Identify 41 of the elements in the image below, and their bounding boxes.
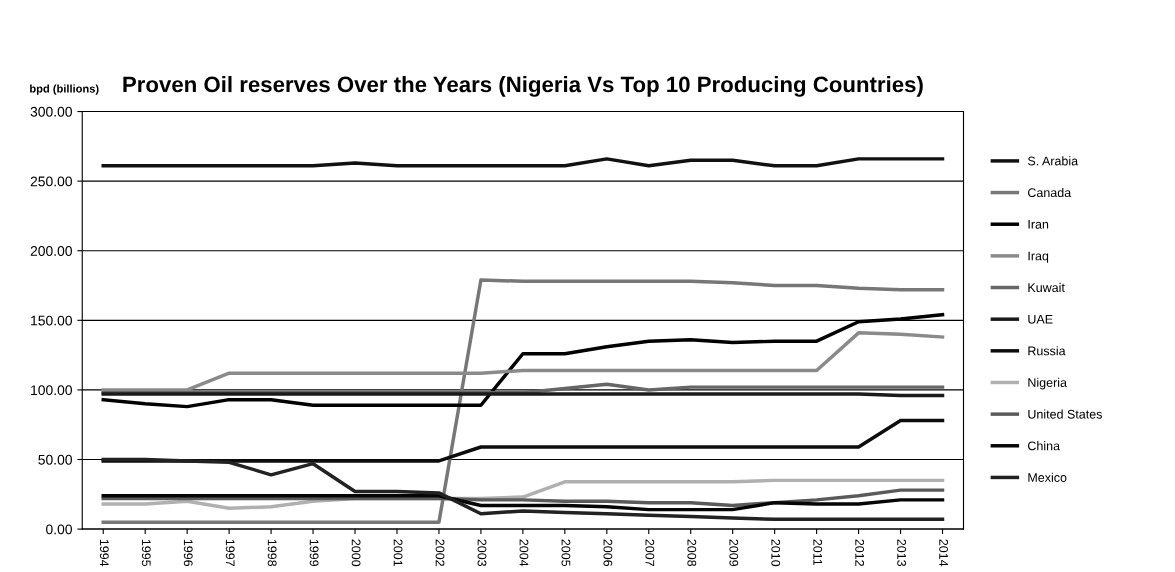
y-tick-label: 300.00 [30, 106, 72, 117]
x-tick-label: 1996 [183, 539, 193, 567]
x-tick-label: 2003 [477, 539, 487, 567]
legend-label: Russia [1028, 346, 1066, 356]
legend-label: United States [1028, 409, 1102, 419]
legend-label: Iraq [1028, 251, 1049, 263]
legend-label: China [1028, 441, 1061, 451]
x-tick-label: 2007 [645, 539, 655, 566]
x-tick-label: 2006 [603, 539, 613, 567]
x-tick-label: 2009 [729, 539, 739, 567]
x-tick-label: 2000 [351, 539, 361, 567]
x-tick-label: 2010 [771, 539, 781, 567]
y-tick-label: 100.00 [31, 385, 72, 396]
legend-label: Iran [1028, 220, 1049, 229]
y-tick-label: 150.00 [31, 315, 72, 326]
x-tick-label: 2013 [897, 539, 907, 567]
x-tick-label: 2008 [687, 539, 697, 567]
y-tick-label: 0.00 [46, 524, 72, 535]
x-tick-label: 1998 [267, 539, 277, 567]
x-tick-label: 2004 [519, 539, 529, 567]
y-tick-label: 250.00 [30, 176, 72, 187]
chart-title: Proven Oil reserves Over the Years (Nigeria Vs Top 10 Producing Countries) [123, 75, 923, 97]
y-tick-label: 200.00 [30, 246, 72, 256]
x-tick-label: 2001 [393, 539, 403, 567]
legend-label: UAE [1028, 314, 1053, 324]
legend-label: Mexico [1028, 472, 1067, 482]
x-tick-label: 2014 [939, 539, 949, 567]
x-tick-label: 2005 [561, 539, 571, 567]
legend-label: Nigeria [1028, 377, 1067, 390]
legend-label: Kuwait [1028, 282, 1065, 293]
x-tick-label: 1999 [309, 539, 319, 567]
x-tick-label: 2012 [855, 539, 865, 566]
y-tick-label: 50.00 [38, 454, 72, 465]
y-axis-title: bpd (billions) [30, 84, 99, 95]
x-tick-label: 2002 [435, 539, 445, 566]
legend-label: S. Arabia [1027, 156, 1079, 166]
x-tick-label: 1995 [141, 539, 151, 567]
x-tick-label: 1994 [99, 539, 109, 567]
x-tick-label: 2011 [813, 539, 823, 566]
x-tick-label: 1997 [225, 539, 235, 566]
legend-label: Canada [1028, 187, 1072, 198]
